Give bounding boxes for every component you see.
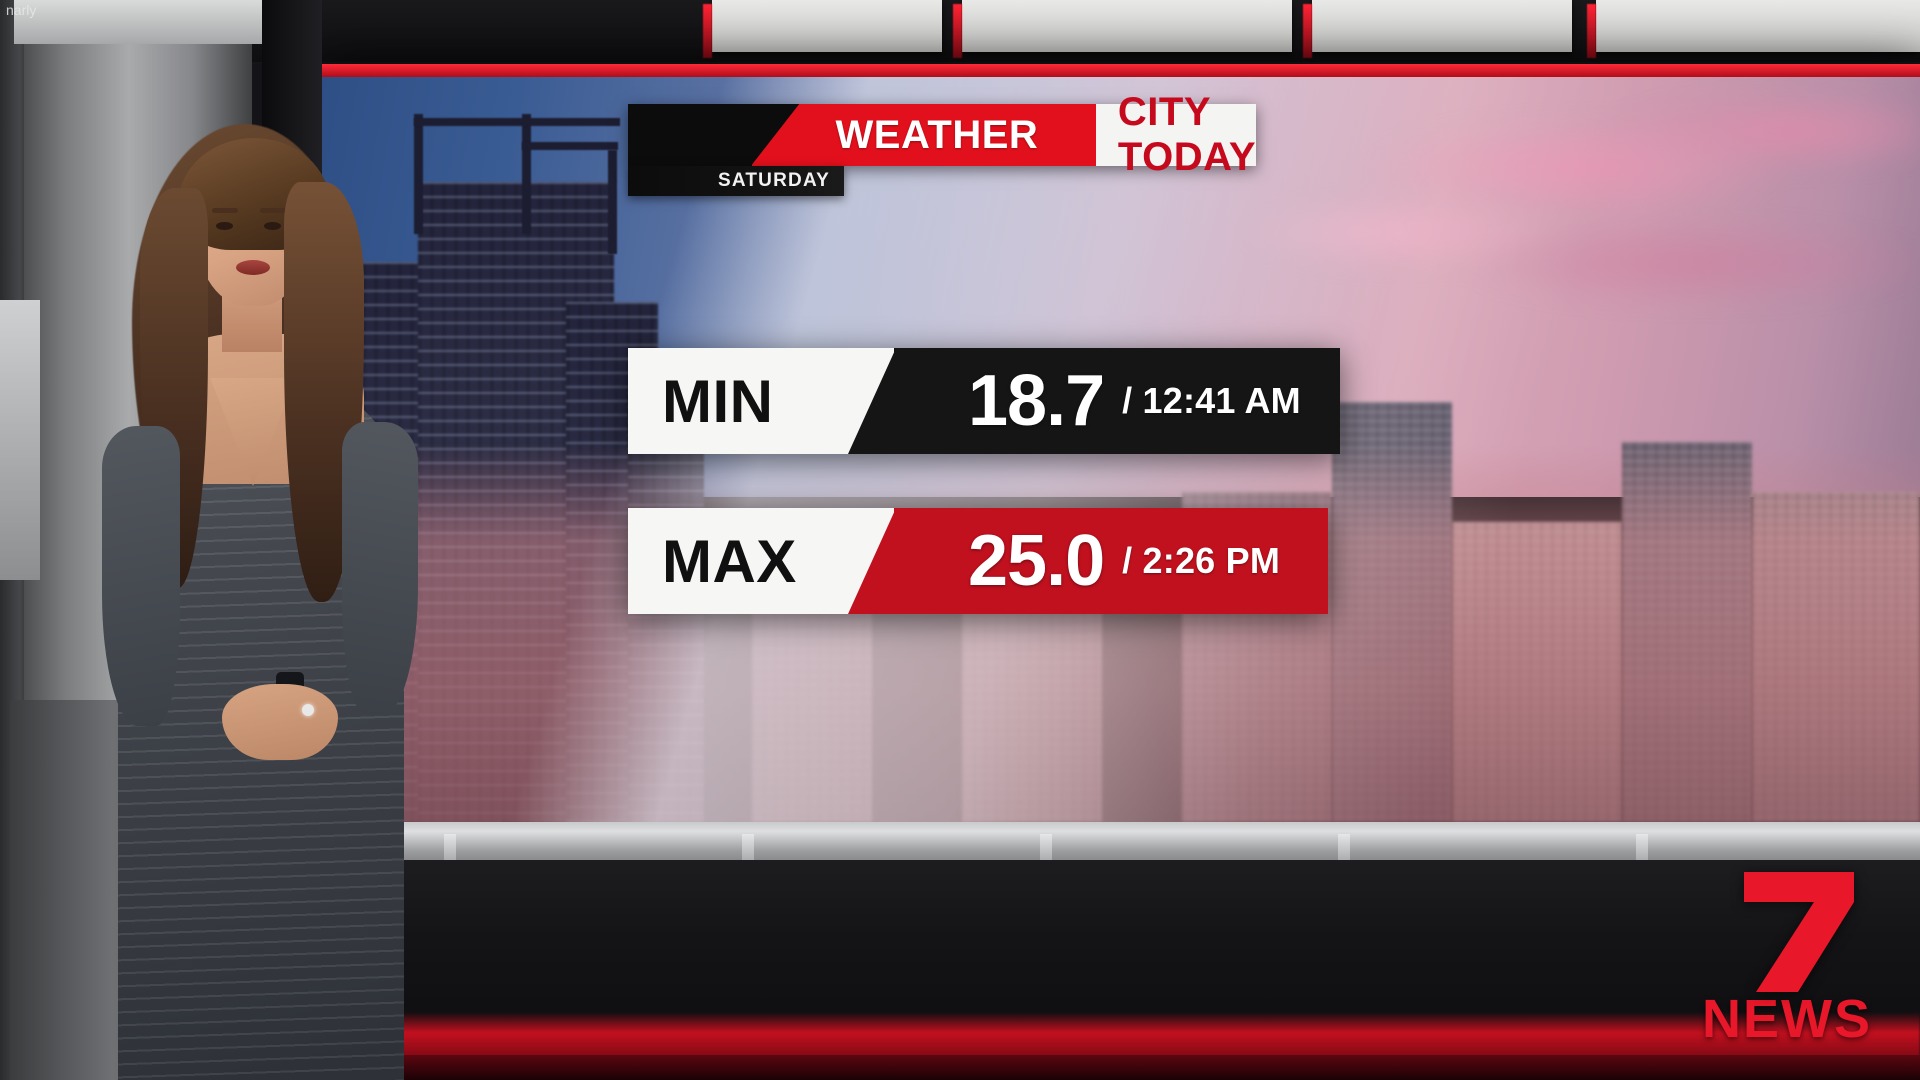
ceiling-light-panel [962, 0, 1292, 52]
presenter-eye [216, 222, 233, 230]
title-city-today-label: CITY TODAY [1117, 90, 1257, 179]
presenter-arm-left [102, 426, 180, 726]
video-wall-red-trim [322, 64, 1920, 77]
max-label-box: MAX [628, 508, 894, 614]
max-value-box: 25.0 / 2:26 PM [894, 508, 1328, 614]
max-temperature-value: 25.0 [968, 521, 1105, 601]
corner-watermark: narly [6, 2, 37, 18]
temperature-row-min: MIN 18.7 / 12:41 AM [628, 348, 1340, 454]
news-wordmark: NEWS [1702, 989, 1872, 1049]
weather-day-bar: SATURDAY [628, 166, 844, 196]
min-temperature-value: 18.7 [968, 361, 1105, 441]
seven-news-logo: NEWS [1702, 866, 1872, 1050]
weather-title-bar: WEATHER CITY TODAY [628, 90, 1256, 179]
presenter-arm-right [342, 422, 418, 714]
temperature-row-max: MAX 25.0 / 2:26 PM [628, 508, 1328, 614]
title-red-block: WEATHER [751, 104, 1096, 166]
presenter-hands [222, 684, 338, 760]
min-time: 12:41 AM [1142, 380, 1301, 421]
min-value-box: 18.7 / 12:41 AM [894, 348, 1340, 454]
presenter-eyebrow [260, 208, 286, 213]
max-label: MAX [662, 527, 797, 595]
title-white-block: CITY TODAY [1095, 90, 1256, 179]
min-time-group: / 12:41 AM [1122, 380, 1301, 422]
presenter-ring [302, 704, 314, 716]
studio-column-cap [14, 0, 262, 44]
min-separator: / [1122, 380, 1133, 421]
min-label-box: MIN [628, 348, 894, 454]
max-time: 2:26 PM [1142, 540, 1281, 581]
title-black-block [628, 104, 752, 166]
weather-day-label: SATURDAY [717, 170, 830, 191]
presenter-eyebrow [212, 208, 238, 213]
ceiling-light-panel [1312, 0, 1572, 52]
weather-title-graphic: WEATHER CITY TODAY SATURDAY [628, 90, 1256, 196]
seven-number-icon [1744, 872, 1854, 992]
min-label: MIN [662, 367, 774, 435]
max-time-group: / 2:26 PM [1122, 540, 1280, 582]
weather-presenter [36, 96, 436, 1080]
studio-left-panel [0, 300, 40, 580]
title-weather-label: WEATHER [835, 112, 1039, 157]
presenter-mouth [236, 260, 270, 275]
max-separator: / [1122, 540, 1133, 581]
presenter-eye [264, 222, 281, 230]
ceiling-light-panel [712, 0, 942, 52]
ceiling-light-panel [1596, 0, 1920, 52]
